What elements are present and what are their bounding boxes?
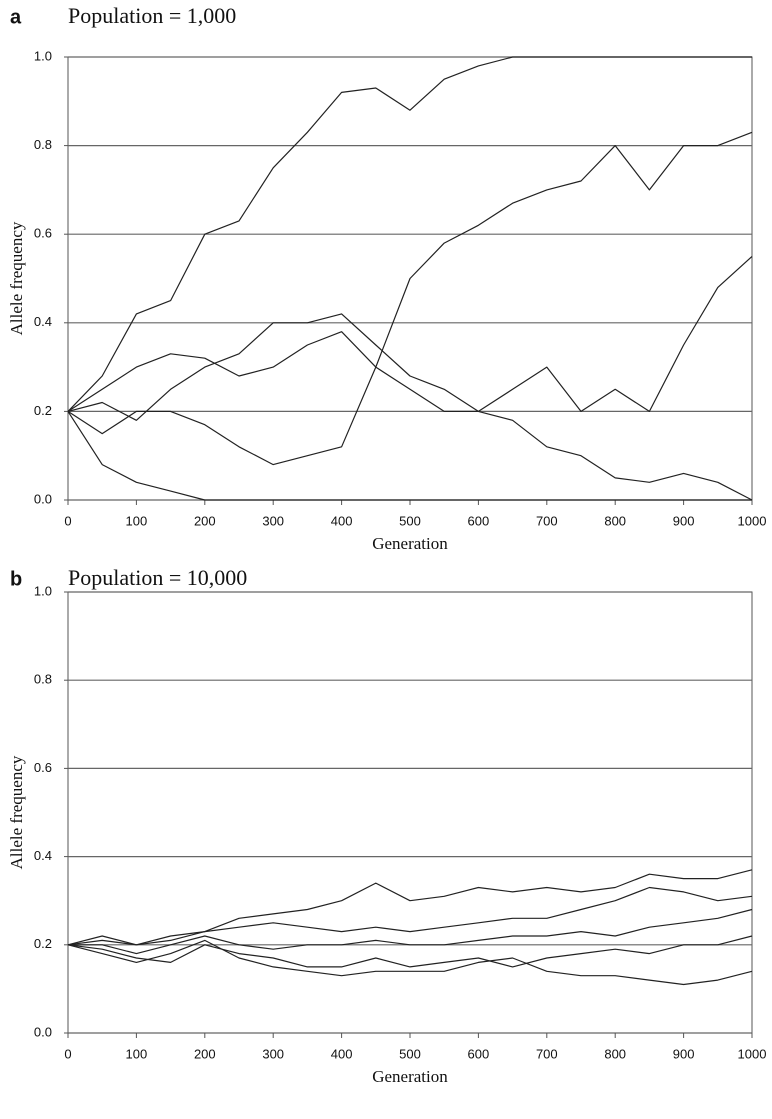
x-tick-label: 600 <box>468 1046 490 1061</box>
y-tick-label: 1.0 <box>34 583 52 598</box>
panel-label: a <box>10 6 22 28</box>
x-tick-label: 1000 <box>738 513 767 528</box>
y-axis-label: Allele frequency <box>7 221 26 335</box>
x-axis-label: Generation <box>372 534 448 553</box>
x-tick-label: 800 <box>604 1046 626 1061</box>
x-tick-label: 500 <box>399 1046 421 1061</box>
data-line <box>67 56 752 412</box>
x-tick-label: 400 <box>331 513 353 528</box>
y-tick-label: 0.0 <box>34 1024 52 1039</box>
y-tick-label: 1.0 <box>34 48 52 63</box>
y-axis-label: Allele frequency <box>7 755 26 869</box>
y-tick-label: 0.6 <box>34 760 52 775</box>
y-tick-label: 0.4 <box>34 314 52 329</box>
x-tick-label: 1000 <box>738 1046 767 1061</box>
data-line <box>68 908 753 955</box>
y-tick-label: 0.8 <box>34 137 52 152</box>
x-tick-label: 400 <box>331 1046 353 1061</box>
data-line <box>67 869 753 946</box>
x-tick-label: 700 <box>536 513 558 528</box>
y-tick-label: 0.0 <box>34 491 52 506</box>
data-line <box>67 886 753 946</box>
y-tick-label: 0.6 <box>34 226 52 241</box>
x-tick-label: 600 <box>468 513 490 528</box>
data-line <box>67 935 753 968</box>
y-tick-label: 0.8 <box>34 672 52 687</box>
x-tick-label: 800 <box>604 513 626 528</box>
x-tick-label: 700 <box>536 1046 558 1061</box>
data-line <box>67 313 753 501</box>
x-tick-label: 300 <box>262 513 284 528</box>
x-tick-label: 300 <box>262 1046 284 1061</box>
y-tick-label: 0.2 <box>34 936 52 951</box>
x-tick-label: 200 <box>194 513 216 528</box>
x-tick-label: 200 <box>194 1046 216 1061</box>
data-line <box>67 411 752 501</box>
x-tick-label: 0 <box>64 513 71 528</box>
chart-title: Population = 1,000 <box>68 3 236 28</box>
chart-title: Population = 10,000 <box>68 565 247 590</box>
data-line <box>67 939 753 986</box>
x-axis-label: Generation <box>372 1067 448 1086</box>
data-line <box>67 131 753 466</box>
x-tick-label: 100 <box>126 1046 148 1061</box>
x-tick-label: 900 <box>673 513 695 528</box>
y-tick-label: 0.2 <box>34 403 52 418</box>
data-line <box>67 255 753 412</box>
x-tick-label: 100 <box>126 513 148 528</box>
x-tick-label: 500 <box>399 513 421 528</box>
y-tick-label: 0.4 <box>34 848 52 863</box>
x-tick-label: 900 <box>673 1046 695 1061</box>
panel-label: b <box>10 568 22 590</box>
x-tick-label: 0 <box>64 1046 71 1061</box>
